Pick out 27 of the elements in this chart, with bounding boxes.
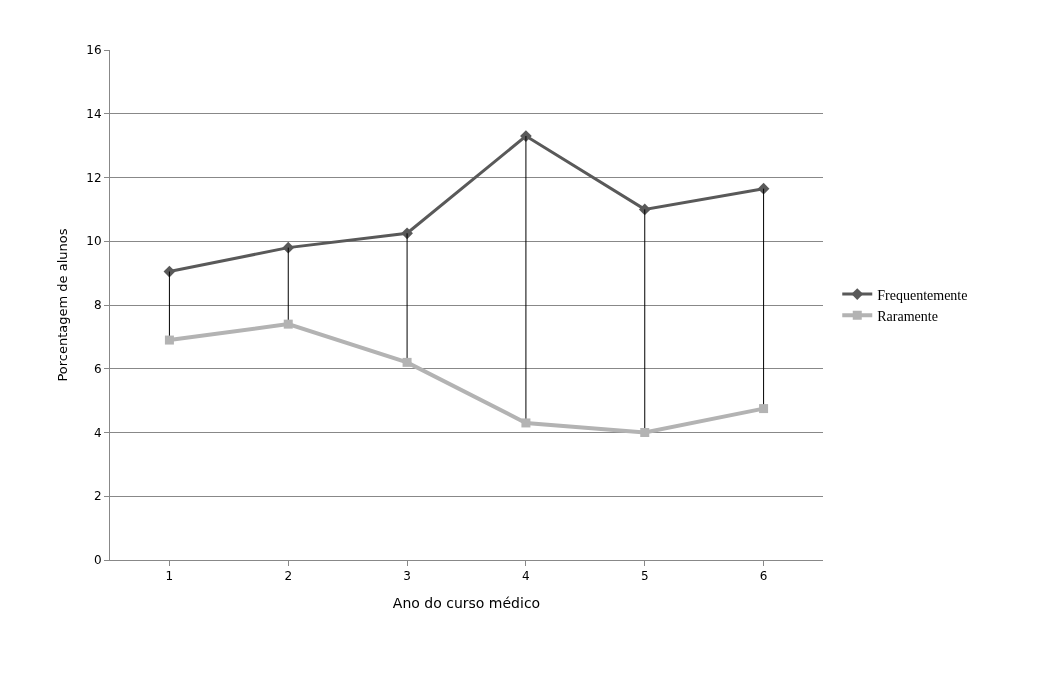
y-tick-label: 2 — [93, 489, 102, 504]
point — [640, 428, 650, 437]
legend-label: Frequentemente — [877, 287, 968, 303]
y-axis-title: Porcentagem de alunos — [55, 228, 71, 382]
x-tick-label: 4 — [522, 569, 530, 584]
x-tick-label: 6 — [759, 569, 768, 584]
legend-label: Raramente — [877, 308, 938, 324]
point — [759, 404, 769, 414]
x-tick-label: 5 — [640, 569, 649, 584]
point — [402, 357, 412, 367]
y-tick-label: 12 — [86, 170, 102, 185]
y-tick-label: 8 — [93, 298, 102, 313]
y-tick-label: 6 — [93, 361, 102, 376]
y-tick-label: 10 — [86, 234, 102, 249]
point — [283, 319, 293, 329]
x-tick-label: 2 — [284, 569, 293, 584]
y-tick-label: 4 — [93, 425, 102, 440]
point — [521, 418, 531, 428]
point — [757, 182, 770, 195]
point — [164, 335, 174, 345]
y-tick-label: 14 — [86, 106, 102, 121]
x-tick-label: 3 — [403, 569, 411, 584]
y-tick-label: 0 — [93, 553, 102, 568]
point — [282, 241, 295, 254]
x-axis-title: Ano do curso médico — [392, 594, 541, 611]
x-tick-label: 1 — [165, 569, 174, 584]
y-tick-label: 16 — [86, 43, 102, 58]
